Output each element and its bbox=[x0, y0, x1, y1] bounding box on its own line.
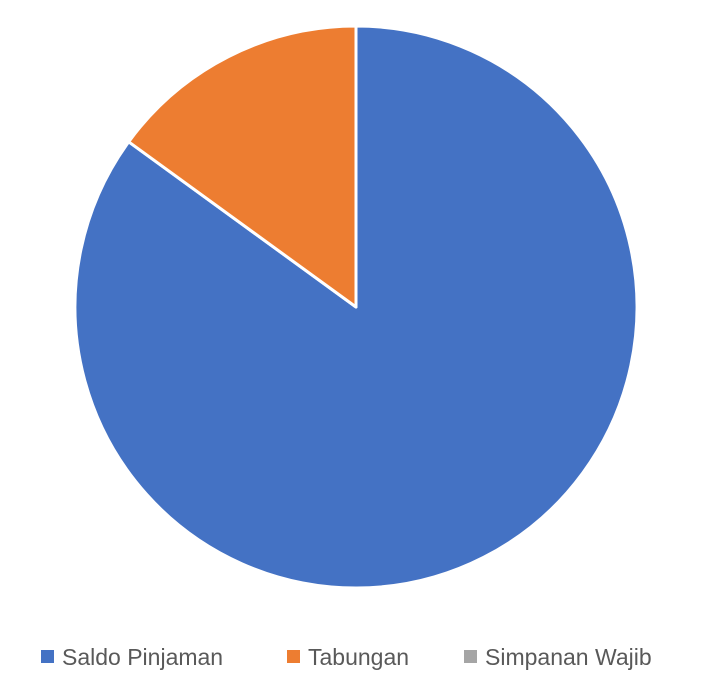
legend-label-saldo-pinjaman: Saldo Pinjaman bbox=[62, 644, 223, 670]
legend: Saldo Pinjaman Tabungan Simpanan Wajib bbox=[41, 644, 652, 670]
legend-swatch-saldo-pinjaman bbox=[41, 650, 54, 663]
legend-label-tabungan: Tabungan bbox=[308, 644, 409, 670]
legend-item-simpanan-wajib: Simpanan Wajib bbox=[464, 644, 652, 670]
legend-label-simpanan-wajib: Simpanan Wajib bbox=[485, 644, 652, 670]
legend-item-tabungan: Tabungan bbox=[287, 644, 409, 670]
pie-slices bbox=[73, 24, 639, 590]
pie-slice-tabungan bbox=[127, 24, 358, 309]
legend-item-saldo-pinjaman: Saldo Pinjaman bbox=[41, 644, 223, 670]
legend-swatch-simpanan-wajib bbox=[464, 650, 477, 663]
legend-swatch-tabungan bbox=[287, 650, 300, 663]
